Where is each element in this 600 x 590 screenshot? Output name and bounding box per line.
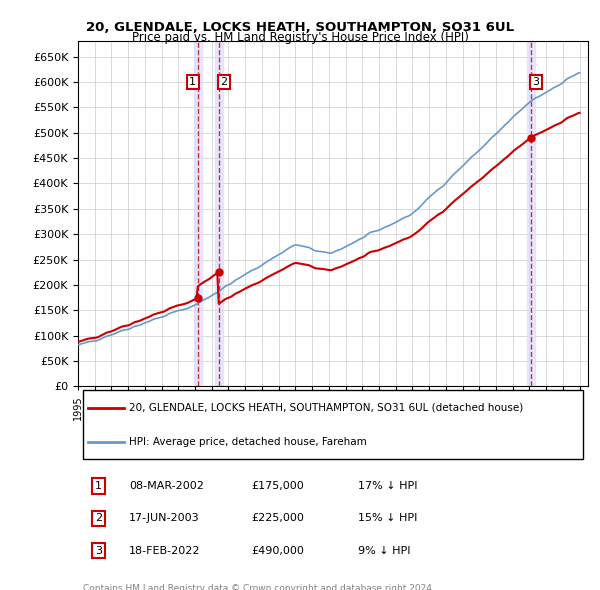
Text: 1: 1	[95, 481, 102, 491]
Text: Price paid vs. HM Land Registry's House Price Index (HPI): Price paid vs. HM Land Registry's House …	[131, 31, 469, 44]
Text: £225,000: £225,000	[251, 513, 304, 523]
Text: 17% ↓ HPI: 17% ↓ HPI	[359, 481, 418, 491]
Text: 2: 2	[95, 513, 102, 523]
Text: HPI: Average price, detached house, Fareham: HPI: Average price, detached house, Fare…	[129, 437, 367, 447]
Text: 17-JUN-2003: 17-JUN-2003	[129, 513, 200, 523]
Text: 3: 3	[95, 546, 102, 556]
Bar	[215, 41, 223, 386]
Text: £175,000: £175,000	[251, 481, 304, 491]
Text: 3: 3	[532, 77, 539, 87]
Text: 20, GLENDALE, LOCKS HEATH, SOUTHAMPTON, SO31 6UL (detached house): 20, GLENDALE, LOCKS HEATH, SOUTHAMPTON, …	[129, 403, 523, 413]
Text: 15% ↓ HPI: 15% ↓ HPI	[359, 513, 418, 523]
Text: 20, GLENDALE, LOCKS HEATH, SOUTHAMPTON, SO31 6UL: 20, GLENDALE, LOCKS HEATH, SOUTHAMPTON, …	[86, 21, 514, 34]
Text: 1: 1	[190, 77, 196, 87]
Text: Contains HM Land Registry data © Crown copyright and database right 2024.
This d: Contains HM Land Registry data © Crown c…	[83, 584, 435, 590]
Bar	[527, 41, 535, 386]
Text: 9% ↓ HPI: 9% ↓ HPI	[359, 546, 411, 556]
Text: £490,000: £490,000	[251, 546, 304, 556]
Text: 08-MAR-2002: 08-MAR-2002	[129, 481, 204, 491]
Text: 2: 2	[220, 77, 227, 87]
FancyBboxPatch shape	[83, 391, 583, 459]
Text: 18-FEB-2022: 18-FEB-2022	[129, 546, 200, 556]
Bar	[194, 41, 202, 386]
